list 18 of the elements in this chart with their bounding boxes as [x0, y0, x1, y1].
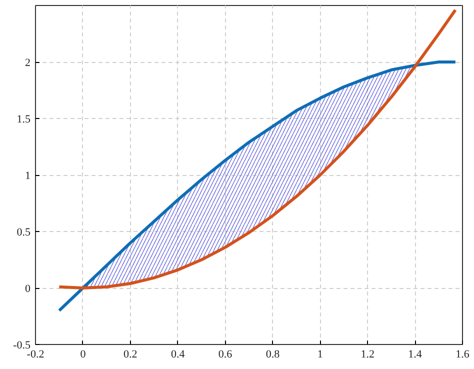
x-tick-label: 1.2: [360, 348, 374, 360]
x-tick-label: 0.8: [266, 348, 280, 360]
y-tick-label: 2: [25, 57, 30, 69]
y-tick-label: 0.5: [16, 226, 31, 238]
y-tick-label: 1.5: [16, 114, 31, 126]
x-tick-label: 0.6: [218, 348, 233, 360]
x-tick-label: 1.6: [456, 348, 470, 360]
y-tick-label: 1: [25, 170, 30, 182]
x-tick-label: 0.2: [124, 348, 138, 360]
x-tick-label: 1: [317, 348, 323, 360]
x-tick-label: 0.4: [170, 348, 186, 360]
x-tick-label: 1.4: [408, 348, 422, 360]
y-tick-label: 0: [25, 283, 31, 295]
y-tick-label: -0.5: [13, 340, 31, 352]
x-tick-label: -0.2: [26, 348, 44, 360]
line-series: [58, 8, 457, 290]
x-tick-label: 0: [80, 348, 86, 360]
line-series: [58, 60, 457, 312]
